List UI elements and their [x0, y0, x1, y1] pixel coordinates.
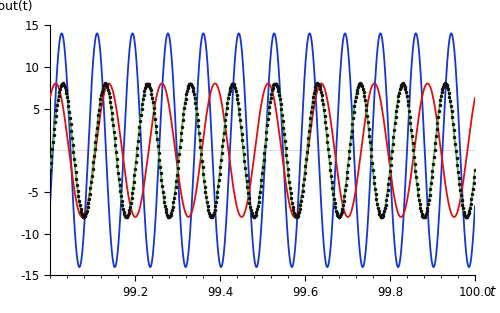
Y-axis label: Vout(t): Vout(t): [0, 0, 33, 13]
X-axis label: t: t: [489, 285, 495, 300]
